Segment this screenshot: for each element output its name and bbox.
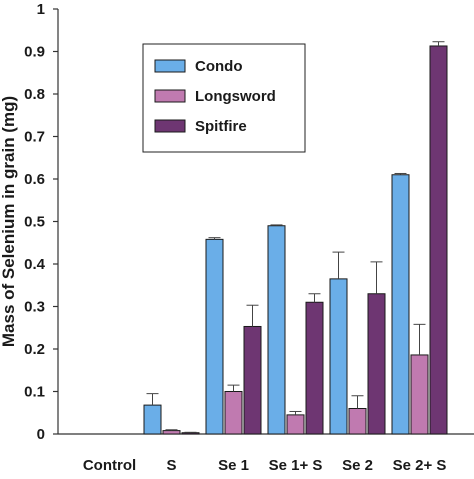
y-tick-label: 0.7 (24, 129, 45, 146)
y-axis-label-group: Mass of Selenium in grain (mg) (0, 96, 18, 347)
bar-spitfire-5 (429, 45, 448, 435)
y-tick-label: 0.2 (24, 341, 45, 358)
bar-longsword-2 (224, 391, 243, 435)
bar-spitfire-1 (181, 432, 200, 435)
y-tick-label: 0.9 (24, 44, 45, 61)
bar-longsword-1 (162, 430, 181, 435)
bar-longsword-4 (348, 408, 367, 435)
legend-swatch-longsword (154, 89, 186, 103)
y-tick-label: 1 (37, 1, 45, 18)
legend-swatch-condo (154, 59, 186, 73)
legend: Condo Longsword Spitfire (142, 43, 306, 153)
y-tick-label: 0.3 (24, 299, 45, 316)
y-tick-label: 0 (37, 426, 45, 443)
y-tick-label: 0.1 (24, 384, 45, 401)
x-category-label: S (166, 457, 176, 474)
legend-label-longsword: Longsword (195, 88, 276, 105)
bar-condo-3 (267, 225, 286, 435)
bar-spitfire-4 (367, 293, 386, 435)
bar-condo-5 (391, 174, 410, 435)
bar-spitfire-3 (305, 301, 324, 435)
legend-label-spitfire: Spitfire (195, 118, 247, 135)
bar-condo-2 (205, 238, 224, 435)
y-axis-label: Mass of Selenium in grain (mg) (0, 96, 18, 347)
x-axis-categories: Control S Se 1 Se 1+ S Se 2 Se 2+ S (83, 457, 447, 474)
y-tick-label: 0.6 (24, 171, 45, 188)
bar-spitfire-2 (243, 325, 262, 435)
bar-condo-4 (329, 278, 348, 435)
x-category-label: Se 2+ S (393, 457, 447, 474)
x-category-label: Se 1+ S (269, 457, 323, 474)
x-category-label: Se 2 (342, 457, 373, 474)
bars (143, 41, 448, 435)
y-tick-label: 0.8 (24, 86, 45, 103)
bar-longsword-5 (410, 354, 429, 435)
y-tick-label: 0.5 (24, 214, 45, 231)
x-category-label: Se 1 (218, 457, 249, 474)
legend-swatch-spitfire (154, 119, 186, 133)
legend-label-condo: Condo (195, 58, 242, 75)
y-axis-ticks: 0 0.1 0.2 0.3 0.4 0.5 0.6 0.7 0.8 0.9 1 (24, 1, 58, 443)
bar-condo-1 (143, 404, 162, 435)
y-tick-label: 0.4 (24, 256, 46, 273)
bar-longsword-3 (286, 414, 305, 435)
x-category-label: Control (83, 457, 136, 474)
